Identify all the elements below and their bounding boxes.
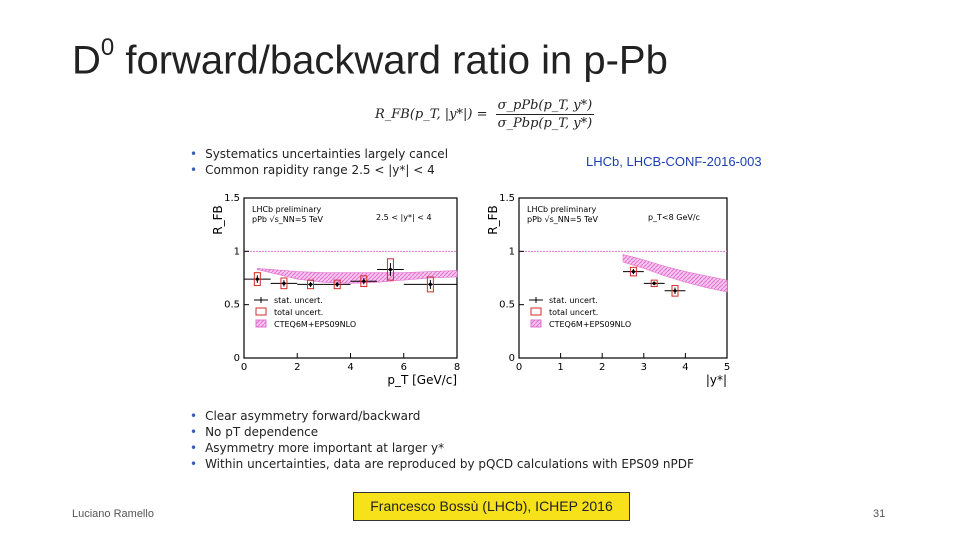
x-tick-label: 0	[516, 362, 522, 373]
legend-band-symbol	[530, 319, 542, 328]
x-tick-label: 5	[724, 362, 730, 373]
x-axis-label: |y*|	[706, 373, 727, 387]
legend-stat-label: stat. uncert.	[549, 296, 598, 305]
point-marker	[428, 282, 432, 286]
point-total-uncert-box	[280, 277, 288, 290]
point-marker	[673, 289, 677, 293]
theory-band	[257, 268, 458, 284]
y-tick-label: 0.5	[224, 300, 240, 311]
x-tick-label: 0	[241, 362, 247, 373]
point-total-uncert-box	[426, 276, 434, 293]
chart-subtitle: pPb √s_NN=5 TeV	[252, 215, 324, 224]
rfb-formula: R_FB(p_T, |y*|) = σ_pPb(p_T, y*) σ_Pbp(p…	[375, 98, 595, 131]
point-marker	[631, 270, 635, 274]
point-marker	[652, 281, 656, 285]
point-total-uncert-box	[386, 258, 394, 281]
legend-total-symbol	[255, 307, 267, 316]
point-total-uncert-box	[253, 272, 261, 286]
y-tick-label: 1.5	[499, 193, 515, 204]
data-point	[350, 275, 378, 288]
bullet-item: Within uncertainties, data are reproduce…	[190, 456, 694, 472]
data-point	[323, 279, 351, 290]
y-axis-label: R_FB	[211, 205, 225, 234]
x-tick-label: 3	[641, 362, 647, 373]
footer-author: Luciano Ramello	[72, 508, 154, 520]
point-total-uncert-box	[671, 284, 679, 297]
y-tick-label: 1	[509, 246, 515, 257]
data-point	[623, 266, 644, 277]
point-marker	[388, 267, 393, 272]
legend-stat-label: stat. uncert.	[274, 296, 323, 305]
theory-band	[622, 254, 728, 293]
y-tick-label: 0	[509, 353, 515, 364]
title-rest: forward/backward ratio in p-Pb	[114, 38, 668, 83]
y-tick-label: 0.5	[499, 300, 515, 311]
x-tick-label: 1	[557, 362, 563, 373]
data-point	[297, 279, 324, 290]
slide-number: 31	[873, 508, 886, 520]
slide-title: D0 forward/backward ratio in p-Pb	[72, 34, 668, 83]
bullet-item: Clear asymmetry forward/backward	[190, 408, 694, 424]
x-axis-label: p_T [GeV/c]	[387, 373, 457, 387]
x-tick-label: 2	[599, 362, 605, 373]
formula-numerator: σ_pPb(p_T, y*)	[495, 98, 595, 115]
y-tick-label: 1	[234, 246, 240, 257]
y-axis-label: R_FB	[486, 205, 500, 234]
y-tick-label: 1.5	[224, 193, 240, 204]
point-marker	[255, 277, 259, 281]
point-marker	[362, 279, 366, 283]
point-total-uncert-box	[360, 275, 368, 288]
chart-right-rfb-vs-y: 0 1 2 3 4 5 0 0.5 1 1.5 |y*| R_FB LHCb preliminarypP…	[486, 193, 730, 387]
data-point	[270, 277, 298, 290]
chart-left-rfb-vs-pt: 0 2 4 6 8 0 0.5 1 1.5 p_T [GeV/c] R_FB LHCb prelimi…	[211, 193, 460, 387]
chart-subtitle: pPb √s_NN=5 TeV	[527, 215, 599, 224]
legend-total-symbol	[530, 307, 542, 316]
point-total-uncert-box	[650, 279, 658, 288]
point-total-uncert-box	[307, 279, 315, 290]
point-marker	[282, 281, 286, 285]
bottom-bullet-list: Clear asymmetry forward/backward No pT d…	[190, 408, 694, 472]
point-marker	[335, 282, 339, 286]
chart-cut-label: p_T<8 GeV/c	[648, 213, 700, 222]
legend-band-label: CTEQ6M+EPS09NLO	[549, 320, 631, 329]
footer-citation-box: Francesco Bossù (LHCb), ICHEP 2016	[353, 492, 630, 521]
y-tick-label: 0	[234, 353, 240, 364]
bullet-item: Asymmetry more important at larger y*	[190, 440, 694, 456]
x-tick-label: 2	[294, 362, 300, 373]
bullet-item: No pT dependence	[190, 424, 694, 440]
x-tick-label: 4	[347, 362, 353, 373]
title-main: D	[72, 38, 101, 83]
legend-band-label: CTEQ6M+EPS09NLO	[274, 320, 356, 329]
bullet-item: Common rapidity range 2.5 < |y*| < 4	[190, 162, 448, 178]
data-point	[664, 284, 686, 297]
legend-band-symbol	[255, 319, 267, 328]
data-point	[403, 276, 457, 293]
x-tick-label: 6	[401, 362, 407, 373]
data-point	[377, 258, 404, 281]
legend-total-label: total uncert.	[274, 308, 323, 317]
point-marker	[308, 282, 313, 286]
chart-cut-label: 2.5 < |y*| < 4	[376, 213, 432, 222]
reference-label: LHCb, LHCB-CONF-2016-003	[586, 154, 762, 169]
top-bullet-list: Systematics uncertainties largely cancel…	[190, 146, 448, 178]
bullet-item: Systematics uncertainties largely cancel	[190, 146, 448, 162]
title-superscript: 0	[100, 34, 115, 61]
point-total-uncert-box	[333, 279, 341, 290]
point-total-uncert-box	[629, 266, 637, 277]
formula-denominator: σ_Pbp(p_T, y*)	[497, 116, 593, 131]
chart-title: LHCb preliminary	[527, 205, 597, 214]
data-point	[244, 272, 271, 286]
formula-lhs: R_FB(p_T, |y*|) =	[375, 107, 488, 122]
x-tick-label: 8	[454, 362, 460, 373]
formula-fraction: σ_pPb(p_T, y*) σ_Pbp(p_T, y*)	[495, 98, 595, 131]
chart-title: LHCb preliminary	[252, 205, 322, 214]
x-tick-label: 4	[682, 362, 688, 373]
data-point	[643, 279, 665, 288]
legend-total-label: total uncert.	[549, 308, 598, 317]
plot-frame	[518, 197, 728, 359]
